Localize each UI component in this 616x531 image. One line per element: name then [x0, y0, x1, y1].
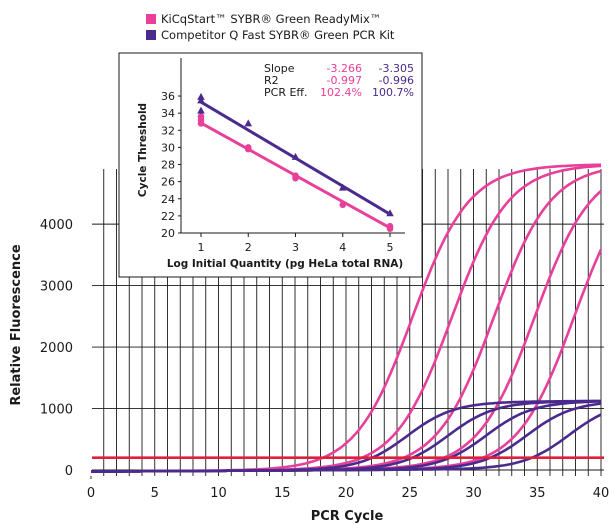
inset-y-tick-label: 22 — [161, 210, 175, 223]
stat-value-competitor: -3.305 — [379, 62, 414, 75]
main-x-axis-label: PCR Cycle — [311, 509, 384, 524]
legend: KiCqStart™ SYBR® Green ReadyMix™ Competi… — [146, 12, 395, 42]
competitor-amplification-curve — [91, 413, 602, 473]
main-x-tick-label: 20 — [338, 486, 355, 501]
legend-swatch-kicq — [146, 14, 156, 24]
kicq-data-point — [244, 144, 252, 151]
main-x-tick-label: 15 — [274, 486, 291, 501]
stat-value-competitor: 100.7% — [372, 86, 414, 99]
kicq-data-point — [197, 113, 205, 120]
inset-x-tick-label: 3 — [292, 241, 299, 254]
main-x-tick-label: 10 — [210, 486, 227, 501]
stat-value-kicq: -0.997 — [327, 74, 362, 87]
inset-y-tick-label: 32 — [161, 124, 175, 137]
main-plot-curves — [91, 163, 604, 473]
inset-y-tick-label: 28 — [161, 159, 175, 172]
competitor-data-point — [338, 183, 347, 191]
stat-value-kicq: -3.266 — [327, 62, 362, 75]
stat-label: R2 — [264, 74, 279, 87]
legend-label-competitor: Competitor Q Fast SYBR® Green PCR Kit — [161, 28, 395, 42]
kicq-data-point — [292, 172, 299, 179]
main-x-tick-label: 25 — [401, 486, 418, 501]
stat-value-competitor: -0.996 — [379, 74, 414, 87]
kicq-data-point — [386, 222, 394, 230]
competitor-data-point — [386, 209, 394, 217]
inset-y-tick-label: 26 — [161, 176, 175, 189]
competitor-data-point — [197, 92, 205, 100]
inset-y-tick-label: 30 — [161, 141, 175, 154]
inset-y-tick-label: 36 — [161, 90, 175, 103]
inset-x-tick-label: 1 — [198, 241, 205, 254]
competitor-data-point — [291, 152, 300, 160]
main-y-tick-label: 4000 — [40, 218, 73, 233]
legend-label-kicq: KiCqStart™ SYBR® Green ReadyMix™ — [161, 12, 381, 26]
inset-y-tick-label: 34 — [161, 107, 175, 120]
inset-y-tick-label: 20 — [161, 227, 175, 240]
stat-label: Slope — [264, 62, 295, 75]
stat-label: PCR Eff. — [264, 86, 307, 99]
legend-swatch-competitor — [146, 30, 156, 40]
inset-x-axis-label: Log Initial Quantity (pg HeLa total RNA) — [167, 258, 403, 270]
main-y-tick-label: 0 — [65, 464, 73, 479]
stat-value-kicq: 102.4% — [320, 86, 362, 99]
main-x-tick-label: 0 — [87, 486, 95, 501]
main-x-tick-label: 5 — [151, 486, 159, 501]
inset-y-tick-label: 24 — [161, 193, 175, 206]
main-x-tick-label: 40 — [593, 486, 610, 501]
inset-y-axis-label: Cycle Threshold — [137, 103, 149, 197]
inset-marks — [197, 92, 394, 233]
main-y-axis-label: Relative Fluorescence — [9, 244, 24, 406]
inset-x-tick-label: 5 — [387, 241, 394, 254]
inset-x-tick-label: 4 — [339, 241, 346, 254]
main-x-tick-label: 30 — [465, 486, 482, 501]
competitor-data-point — [197, 106, 205, 114]
inset-x-tick-label: 2 — [245, 241, 252, 254]
inset-box — [118, 52, 423, 278]
main-x-tick-label: 35 — [529, 486, 546, 501]
main-y-tick-label: 3000 — [40, 280, 73, 295]
main-y-tick-label: 1000 — [40, 403, 73, 418]
kicq-data-point — [339, 201, 347, 209]
competitor-data-point — [244, 119, 253, 127]
main-y-tick-label: 2000 — [40, 341, 73, 356]
